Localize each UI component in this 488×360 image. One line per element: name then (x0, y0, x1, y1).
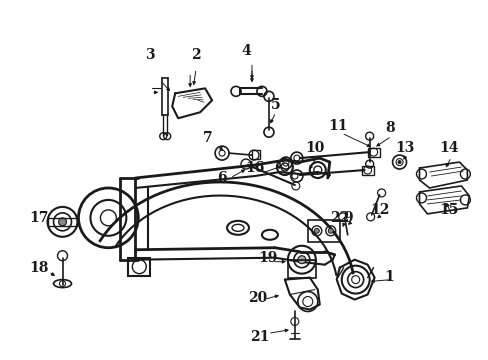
Text: 18: 18 (29, 261, 48, 275)
Text: 5: 5 (270, 98, 280, 112)
Text: 15: 15 (439, 203, 458, 217)
Circle shape (327, 228, 332, 233)
Bar (128, 258, 150, 276)
Text: 6: 6 (217, 171, 226, 185)
Text: 1: 1 (384, 270, 394, 284)
Text: 22: 22 (329, 211, 348, 225)
Text: 7: 7 (203, 131, 212, 145)
Text: 17: 17 (29, 211, 48, 225)
Text: 12: 12 (369, 203, 388, 217)
Circle shape (314, 228, 319, 233)
Text: 16: 16 (245, 161, 264, 175)
Text: 8: 8 (384, 121, 394, 135)
Text: 3: 3 (145, 49, 155, 63)
Text: 2: 2 (191, 49, 201, 63)
Text: 4: 4 (241, 44, 250, 58)
Circle shape (297, 256, 305, 264)
Bar (287, 260, 315, 278)
Text: 19: 19 (258, 251, 277, 265)
Text: 13: 13 (394, 141, 413, 155)
Text: 11: 11 (327, 119, 347, 133)
Circle shape (59, 218, 66, 226)
Text: 14: 14 (439, 141, 458, 155)
Text: 10: 10 (305, 141, 324, 155)
Text: 9: 9 (342, 211, 352, 225)
Bar (307, 220, 339, 242)
Bar (251, 150, 260, 159)
Text: 20: 20 (248, 291, 267, 305)
Bar (361, 166, 373, 175)
Bar (47, 218, 77, 226)
Bar (367, 148, 379, 157)
Circle shape (397, 161, 400, 163)
Text: 21: 21 (250, 330, 269, 345)
